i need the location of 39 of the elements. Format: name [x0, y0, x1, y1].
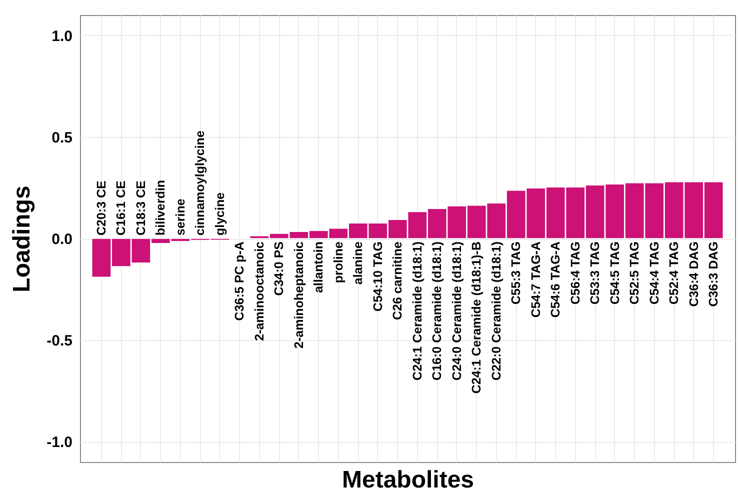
x-tick-label: C54:5 TAG [608, 242, 622, 304]
x-tick-label: 2-aminoheptanoic [292, 241, 306, 348]
x-tick-label: C20:3 CE [94, 180, 108, 236]
x-tick-label: C24:0 Ceramide (d18:1) [450, 242, 464, 380]
y-tick-label: -1.0 [46, 434, 72, 452]
x-tick-label: C36:3 DAG [706, 242, 721, 307]
y-axis-title: Loadings [8, 186, 36, 292]
x-tick-label: C54:7 TAG-A [528, 242, 543, 318]
x-tick-label: C54:10 TAG [370, 242, 385, 312]
x-tick-label: C54:4 TAG [647, 242, 662, 304]
x-tick-label: C56:4 TAG [568, 242, 582, 304]
x-tick-label: C18:3 CE [134, 180, 148, 236]
x-tick-label: biliverdin [154, 180, 168, 236]
x-tick-label: C52:5 TAG [628, 242, 642, 304]
x-tick-label: C55:3 TAG [509, 242, 524, 304]
x-tick-label: C26 carnitine [390, 241, 405, 320]
x-tick-label: C54:6 TAG-A [548, 242, 563, 318]
y-tick-label: 0.0 [52, 231, 72, 248]
x-tick-label: C36:5 PC p-A [232, 242, 247, 321]
x-tick-label: C16:1 CE [114, 180, 128, 236]
x-axis-title: Metabolites [342, 466, 474, 491]
x-tick-label: glycine [212, 192, 227, 236]
x-tick-label: C52:4 TAG [667, 242, 682, 304]
x-tick-label: serine [173, 198, 188, 236]
x-tick-label: C24:1 Ceramide (d18:1)-B [470, 242, 484, 394]
x-tick-label: proline [331, 241, 346, 284]
y-tick-label: -0.5 [46, 332, 72, 350]
x-tick-label: alanine [351, 241, 366, 285]
x-tick-label: C24:1 Ceramide (d18:1) [410, 242, 424, 380]
y-tick-label: 1.0 [52, 28, 72, 45]
x-tick-label: cinnamoylglycine [193, 130, 208, 236]
x-tick-label: C34:0 PS [272, 242, 286, 296]
x-tick-label: allantoin [312, 242, 326, 293]
x-tick-label: C22:0 Ceramide (d18:1) [489, 242, 504, 380]
x-tick-label: C16:0 Ceramide (d18:1) [430, 242, 444, 380]
x-tick-label: 2-aminooctanoic [252, 241, 266, 341]
x-tick-label: C53:3 TAG [588, 242, 602, 304]
y-tick-label: 0.5 [52, 129, 72, 146]
x-tick-label: C36:4 DAG [686, 242, 701, 307]
